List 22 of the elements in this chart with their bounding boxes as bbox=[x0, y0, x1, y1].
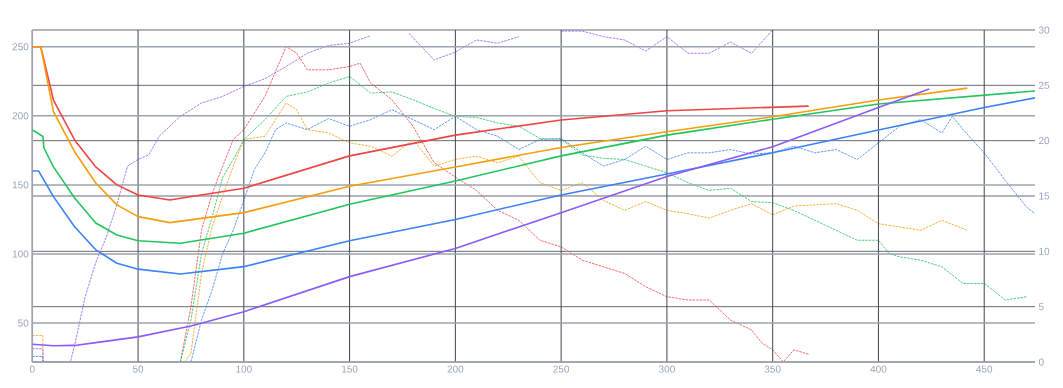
y2-tick-label: 15 bbox=[1039, 192, 1050, 200]
x-tick-label: 450 bbox=[976, 365, 993, 373]
y2-tick-label: 20 bbox=[1039, 137, 1050, 145]
x-tick-label: 250 bbox=[553, 365, 570, 373]
x-tick-label: 0 bbox=[29, 365, 35, 373]
y-tick-label: 100 bbox=[12, 250, 29, 258]
x-tick-label: 100 bbox=[236, 365, 252, 373]
y2-tick-label: 0 bbox=[1038, 358, 1044, 366]
x-tick-label: 300 bbox=[658, 365, 675, 373]
y2-tick-label: 25 bbox=[1039, 81, 1050, 89]
y-tick-label: 200 bbox=[12, 112, 29, 120]
y-tick-label: 150 bbox=[12, 181, 29, 189]
y-tick-label: 250 bbox=[12, 43, 29, 51]
x-tick-label: 350 bbox=[764, 365, 781, 373]
y-tick-label: 50 bbox=[18, 319, 29, 327]
y2-tick-label: 5 bbox=[1038, 303, 1044, 311]
x-tick-label: 50 bbox=[132, 365, 144, 373]
y2-tick-label: 30 bbox=[1038, 26, 1050, 34]
x-tick-label: 150 bbox=[342, 365, 358, 373]
x-tick-label: 200 bbox=[447, 365, 464, 373]
x-tick-label: 400 bbox=[870, 365, 887, 373]
y2-tick-label: 10 bbox=[1039, 247, 1050, 255]
